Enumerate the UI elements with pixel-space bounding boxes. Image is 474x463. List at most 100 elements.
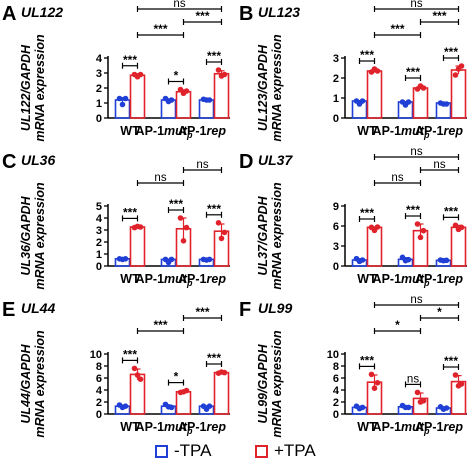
panel-letter: A <box>2 3 16 25</box>
y-tick-label: 10 <box>327 349 339 361</box>
data-point <box>122 95 129 102</box>
y-tick-label: 2 <box>96 237 102 249</box>
sig-label: ns <box>196 159 208 171</box>
legend-label-plus: +TPA <box>274 441 316 460</box>
data-point <box>458 224 465 231</box>
legend-swatch-minus <box>155 444 168 458</box>
data-point <box>374 380 381 386</box>
x-category-label: WT <box>357 272 377 286</box>
y-axis-label-line2: mRNA expression <box>270 34 284 142</box>
data-point <box>183 224 190 231</box>
data-point <box>218 235 225 242</box>
bar <box>213 371 230 415</box>
data-point <box>405 256 412 263</box>
y-tick-label: 0 <box>333 409 339 421</box>
bar <box>366 70 383 119</box>
sig-label: *** <box>153 22 167 36</box>
x-category-label: AP-1mutp <box>373 272 430 288</box>
y-tick-label: 1 <box>96 249 102 261</box>
bar <box>213 72 230 119</box>
data-point <box>215 67 222 73</box>
y-tick-label: 0 <box>96 409 102 421</box>
data-point <box>371 385 378 392</box>
sig-label: *** <box>444 45 458 59</box>
data-point <box>177 86 184 93</box>
sig-label: *** <box>207 351 221 365</box>
data-point <box>452 72 459 78</box>
panel-letter: E <box>2 299 15 321</box>
data-point <box>359 98 366 104</box>
sig-label: ns <box>410 294 422 306</box>
x-category-label: AP-1mutp <box>373 124 430 140</box>
data-point <box>122 403 129 410</box>
y-tick-label: 6 <box>333 221 339 233</box>
x-category-label: AP-1rep <box>415 124 463 138</box>
y-axis-label-line2: mRNA expression <box>270 182 284 290</box>
data-point <box>215 220 222 226</box>
y-tick-label: 10 <box>90 349 102 361</box>
y-tick-label: 0 <box>333 113 339 125</box>
panel-letter: D <box>239 151 253 173</box>
sig-label: ns <box>407 373 419 385</box>
data-point <box>177 215 184 221</box>
bar <box>175 390 192 415</box>
y-tick-label: 3 <box>333 53 339 65</box>
data-point <box>206 403 213 410</box>
data-point <box>452 372 459 378</box>
x-category-label: AP-1rep <box>178 420 226 434</box>
y-tick-label: 3 <box>96 225 102 237</box>
legend-label-minus: -TPA <box>174 441 212 460</box>
x-category-label: AP-1rep <box>415 272 463 286</box>
data-point <box>183 88 190 94</box>
sig-label: * <box>174 69 179 83</box>
data-point <box>359 404 366 411</box>
y-tick-label: 6 <box>333 373 339 385</box>
data-point <box>443 101 450 107</box>
data-point <box>116 95 123 102</box>
gene-title: UL36 <box>21 152 55 168</box>
y-tick-label: 1 <box>333 93 339 105</box>
data-point <box>414 389 421 396</box>
y-tick-label: 4 <box>333 385 340 397</box>
data-point <box>168 97 175 103</box>
data-point <box>137 376 144 383</box>
data-point <box>359 257 366 263</box>
y-axis-label-line1: UL99/GAPDH <box>256 343 270 423</box>
sig-label: *** <box>169 197 183 211</box>
y-axis-label-line1: UL36/GAPDH <box>19 195 33 275</box>
data-point <box>183 387 190 394</box>
sig-label: *** <box>123 205 137 219</box>
y-tick-label: 4 <box>96 213 103 225</box>
data-point <box>374 68 381 74</box>
data-point <box>452 222 459 229</box>
legend: -TPA +TPA <box>0 440 474 462</box>
sig-label: *** <box>432 9 446 23</box>
data-point <box>221 369 228 376</box>
x-category-label: AP-1mutp <box>136 272 193 288</box>
x-category-label: WT <box>120 420 140 434</box>
y-axis-label-line2: mRNA expression <box>270 330 284 438</box>
legend-item-plus-tpa: +TPA <box>255 440 316 462</box>
sig-label: *** <box>123 53 137 67</box>
y-tick-label: 1 <box>96 98 102 110</box>
data-point <box>221 229 228 236</box>
sig-label: ns <box>391 172 403 184</box>
data-point <box>420 398 427 404</box>
data-point <box>168 256 175 263</box>
sig-label: *** <box>444 354 458 368</box>
y-tick-label: 2 <box>96 397 102 409</box>
sig-label: *** <box>360 48 374 62</box>
y-axis-label-line2: mRNA expression <box>33 182 47 290</box>
sig-label: *** <box>444 204 458 218</box>
y-tick-label: 2 <box>96 83 102 95</box>
bar <box>450 69 467 119</box>
gene-title: UL99 <box>258 300 292 316</box>
data-point <box>420 85 427 91</box>
y-tick-label: 3 <box>333 241 339 253</box>
data-point <box>458 381 465 387</box>
data-point <box>122 255 129 262</box>
x-category-label: WT <box>357 124 377 138</box>
